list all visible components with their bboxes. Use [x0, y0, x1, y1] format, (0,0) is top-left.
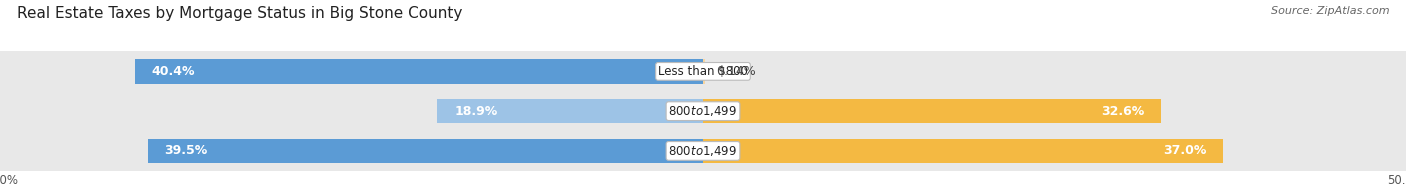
Bar: [0, 131, 1406, 171]
Bar: [703, 139, 1223, 163]
Bar: [135, 59, 703, 84]
Text: 37.0%: 37.0%: [1163, 144, 1206, 157]
Text: 39.5%: 39.5%: [165, 144, 208, 157]
Bar: [437, 99, 703, 123]
Text: $800 to $1,499: $800 to $1,499: [668, 144, 738, 158]
Text: 0.14%: 0.14%: [716, 65, 756, 78]
Text: 32.6%: 32.6%: [1101, 105, 1144, 118]
Text: Real Estate Taxes by Mortgage Status in Big Stone County: Real Estate Taxes by Mortgage Status in …: [17, 6, 463, 21]
Bar: [0, 51, 1406, 91]
Text: Source: ZipAtlas.com: Source: ZipAtlas.com: [1271, 6, 1389, 16]
Bar: [703, 99, 1161, 123]
Text: 40.4%: 40.4%: [152, 65, 195, 78]
Text: $800 to $1,499: $800 to $1,499: [668, 104, 738, 118]
Bar: [148, 139, 703, 163]
Bar: [703, 59, 704, 84]
Text: Less than $800: Less than $800: [658, 65, 748, 78]
Bar: [0, 91, 1406, 131]
Text: 18.9%: 18.9%: [454, 105, 498, 118]
